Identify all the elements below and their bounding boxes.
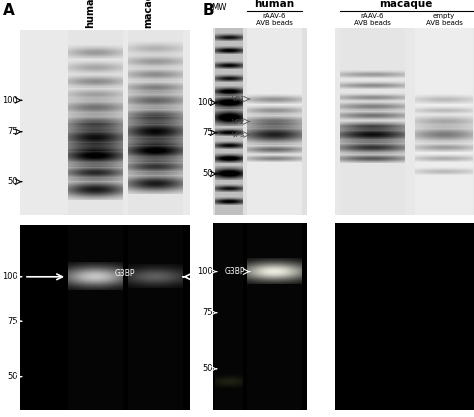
Text: macaque: macaque bbox=[143, 0, 153, 28]
Text: VP3: VP3 bbox=[232, 132, 245, 138]
Text: human: human bbox=[85, 0, 95, 28]
Text: rAAV-6
AVB beads: rAAV-6 AVB beads bbox=[354, 13, 391, 26]
Text: G3BP: G3BP bbox=[115, 269, 135, 278]
Text: macaque: macaque bbox=[379, 0, 433, 9]
Text: 100: 100 bbox=[2, 96, 18, 105]
Text: 100: 100 bbox=[197, 98, 213, 107]
Text: 100: 100 bbox=[197, 267, 213, 276]
Text: human: human bbox=[254, 0, 294, 9]
Text: 75: 75 bbox=[202, 128, 213, 137]
Text: rAAV-6
AVB beads: rAAV-6 AVB beads bbox=[255, 13, 292, 26]
Text: empty
AVB beads: empty AVB beads bbox=[426, 13, 463, 26]
Text: 50: 50 bbox=[202, 364, 213, 373]
Text: G3BP: G3BP bbox=[225, 267, 245, 276]
Text: 100: 100 bbox=[2, 272, 18, 281]
Text: MW: MW bbox=[211, 3, 227, 12]
Text: 75: 75 bbox=[8, 317, 18, 326]
Text: 50: 50 bbox=[8, 372, 18, 381]
Text: 50: 50 bbox=[202, 169, 213, 178]
Text: 50: 50 bbox=[8, 177, 18, 186]
Text: VP2: VP2 bbox=[232, 118, 245, 125]
Text: 75: 75 bbox=[202, 308, 213, 317]
Text: 75: 75 bbox=[8, 127, 18, 136]
Text: A: A bbox=[3, 3, 15, 18]
Text: B: B bbox=[203, 3, 215, 18]
Text: VP1: VP1 bbox=[232, 96, 245, 102]
